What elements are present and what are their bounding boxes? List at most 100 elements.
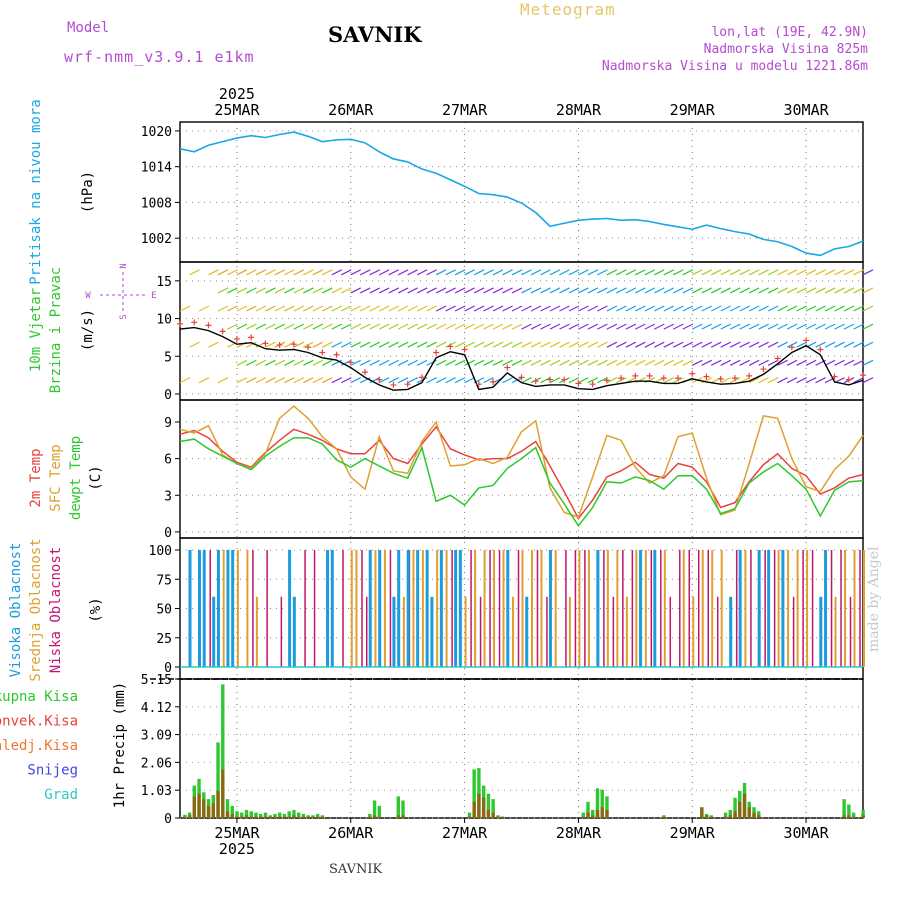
wind-barb bbox=[483, 359, 494, 366]
wind-barb bbox=[407, 377, 418, 384]
precip-total-bar bbox=[263, 812, 268, 818]
wind-barb bbox=[549, 269, 561, 276]
wind-axis-label-1: 10m Vjetar bbox=[28, 288, 44, 372]
wind-barb bbox=[426, 377, 437, 384]
wind-dir-s: S bbox=[119, 314, 129, 319]
wind-barb bbox=[454, 269, 466, 276]
wind-barb bbox=[502, 269, 513, 276]
precip-tick-label: 2.06 bbox=[141, 756, 172, 771]
wind-barb bbox=[322, 287, 333, 294]
wind-barb bbox=[255, 269, 267, 276]
temp-unit-label: (C) bbox=[88, 465, 104, 490]
precip-unit-label: 1hr Precip (mm) bbox=[112, 682, 128, 808]
wind-barb bbox=[815, 269, 826, 276]
wind-barb bbox=[378, 287, 390, 294]
wind-barb bbox=[635, 269, 646, 276]
precip-total-bar bbox=[477, 768, 481, 818]
wind-barb bbox=[303, 377, 314, 384]
wind-gust-marker bbox=[746, 372, 753, 379]
wind-barb bbox=[227, 360, 237, 365]
wind-barb bbox=[454, 305, 466, 312]
wind-barb bbox=[540, 305, 551, 312]
wind-barb bbox=[274, 305, 286, 312]
high-cloud-bar bbox=[197, 550, 201, 667]
model-elevation-text: Nadmorska Visina u modelu 1221.86m bbox=[601, 59, 868, 74]
wind-barb bbox=[284, 269, 295, 276]
mid-cloud-bar bbox=[540, 550, 543, 667]
wind-barb bbox=[492, 341, 504, 348]
wind-gust-marker bbox=[546, 376, 553, 383]
wind-barb bbox=[445, 359, 456, 366]
wind-barb bbox=[540, 359, 551, 366]
wind-barb bbox=[464, 287, 475, 294]
precip-conv-bar bbox=[320, 816, 325, 818]
precip-conv-bar bbox=[183, 816, 187, 818]
low-cloud-bar bbox=[660, 550, 662, 667]
wind-barb bbox=[682, 305, 694, 312]
mid-cloud-bar bbox=[853, 550, 856, 667]
wind-barb bbox=[407, 359, 418, 366]
wind-axis-label-2: Brzina i Pravac bbox=[48, 267, 64, 393]
wind-barb bbox=[246, 377, 257, 384]
wind-barb bbox=[426, 305, 437, 312]
wind-barb bbox=[369, 323, 380, 330]
wind-barb bbox=[635, 287, 646, 294]
wind-barb bbox=[862, 323, 874, 330]
wind-barb bbox=[549, 323, 561, 330]
wind-barb bbox=[767, 305, 779, 312]
bottom-day-label: 25MAR bbox=[214, 824, 260, 842]
wind-barb bbox=[758, 377, 769, 384]
wind-barb bbox=[710, 287, 722, 294]
wind-barb bbox=[218, 360, 228, 365]
low-cloud-bar bbox=[679, 550, 681, 667]
precip-total-bar bbox=[605, 796, 609, 818]
precip-conv-bar bbox=[197, 793, 201, 818]
precip-total-bar bbox=[183, 814, 187, 818]
high-cloud-bar bbox=[458, 550, 462, 667]
wind-gust-marker bbox=[305, 344, 312, 351]
station-title: SAVNIK bbox=[328, 22, 422, 47]
wind-barb bbox=[834, 287, 845, 294]
wind-barb bbox=[511, 359, 523, 366]
temp-line-1 bbox=[179, 405, 864, 519]
precip-total-bar bbox=[591, 809, 595, 818]
wind-barb bbox=[843, 341, 855, 348]
wind-barb bbox=[635, 323, 646, 330]
low-cloud-bar bbox=[697, 550, 700, 667]
wind-barb bbox=[369, 341, 380, 348]
bottom-day-label: 28MAR bbox=[556, 824, 602, 842]
wind-barb bbox=[568, 269, 580, 276]
high-cloud-bar bbox=[392, 596, 396, 667]
precip-conv-bar bbox=[244, 815, 249, 818]
wind-barb bbox=[189, 341, 200, 348]
wind-barb bbox=[303, 269, 314, 276]
wind-barb bbox=[359, 269, 371, 276]
wind-barb bbox=[777, 341, 788, 348]
wind-barb bbox=[435, 341, 447, 348]
wind-barb bbox=[701, 341, 713, 348]
wind-barb bbox=[663, 341, 675, 348]
wind-barb bbox=[815, 377, 826, 384]
wind-barb bbox=[843, 287, 855, 294]
wind-barb bbox=[416, 341, 428, 348]
low-cloud-bar bbox=[650, 550, 653, 667]
wind-barb bbox=[303, 323, 314, 330]
wind-barb bbox=[454, 341, 466, 348]
precip-total-bar bbox=[315, 813, 320, 818]
wind-barb bbox=[236, 269, 248, 276]
low-cloud-bar bbox=[830, 550, 833, 667]
low-cloud-bar bbox=[669, 596, 672, 667]
precip-total-bar bbox=[254, 812, 258, 818]
wind-barb bbox=[786, 359, 798, 366]
wind-barb bbox=[644, 359, 656, 366]
mid-cloud-bar bbox=[663, 550, 666, 667]
wind-barb bbox=[502, 323, 513, 330]
low-cloud-bar bbox=[622, 550, 624, 667]
wind-barb bbox=[568, 305, 580, 312]
wind-barb bbox=[416, 287, 428, 294]
wind-barb bbox=[340, 287, 352, 294]
wind-barb bbox=[483, 341, 494, 348]
wind-barb bbox=[578, 287, 589, 294]
wind-barb bbox=[265, 269, 276, 276]
precip-conv-bar bbox=[704, 815, 709, 818]
